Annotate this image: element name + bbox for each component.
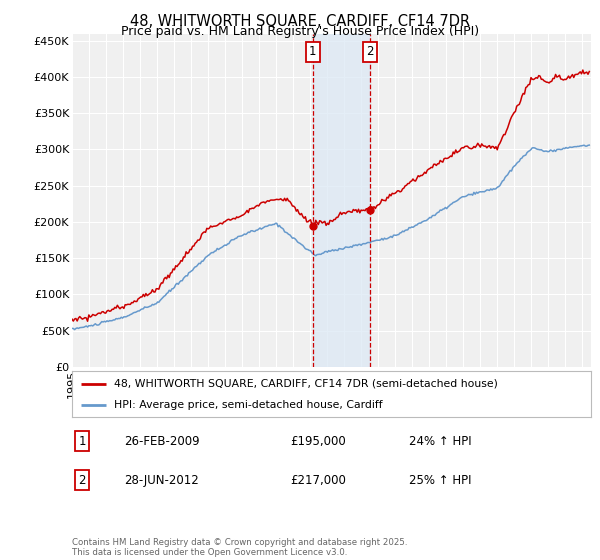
Text: 2: 2 bbox=[366, 45, 373, 58]
Text: £217,000: £217,000 bbox=[290, 474, 346, 487]
Text: 1: 1 bbox=[78, 435, 86, 447]
Text: 1: 1 bbox=[309, 45, 317, 58]
Text: 28-JUN-2012: 28-JUN-2012 bbox=[124, 474, 199, 487]
Text: £195,000: £195,000 bbox=[290, 435, 346, 447]
Text: 48, WHITWORTH SQUARE, CARDIFF, CF14 7DR (semi-detached house): 48, WHITWORTH SQUARE, CARDIFF, CF14 7DR … bbox=[113, 379, 497, 389]
Text: 48, WHITWORTH SQUARE, CARDIFF, CF14 7DR: 48, WHITWORTH SQUARE, CARDIFF, CF14 7DR bbox=[130, 14, 470, 29]
Text: 25% ↑ HPI: 25% ↑ HPI bbox=[409, 474, 472, 487]
Text: 24% ↑ HPI: 24% ↑ HPI bbox=[409, 435, 472, 447]
Text: Contains HM Land Registry data © Crown copyright and database right 2025.
This d: Contains HM Land Registry data © Crown c… bbox=[72, 538, 407, 557]
Bar bbox=[313, 34, 370, 367]
Text: Price paid vs. HM Land Registry's House Price Index (HPI): Price paid vs. HM Land Registry's House … bbox=[121, 25, 479, 38]
Text: 26-FEB-2009: 26-FEB-2009 bbox=[124, 435, 200, 447]
Text: HPI: Average price, semi-detached house, Cardiff: HPI: Average price, semi-detached house,… bbox=[113, 400, 382, 410]
Text: 2: 2 bbox=[78, 474, 86, 487]
